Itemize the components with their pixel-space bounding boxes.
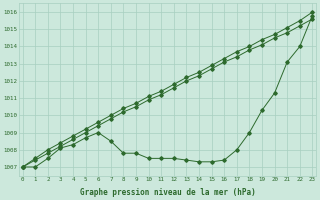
X-axis label: Graphe pression niveau de la mer (hPa): Graphe pression niveau de la mer (hPa) <box>80 188 255 197</box>
